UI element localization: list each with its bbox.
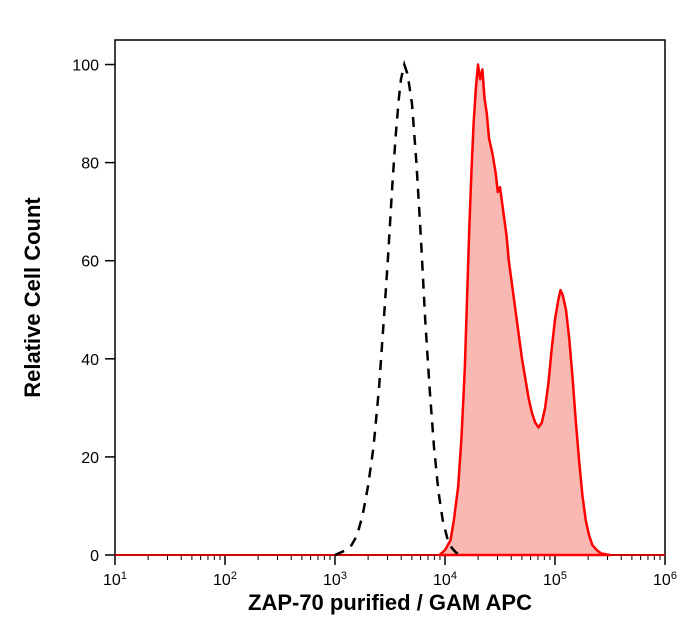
y-tick-label: 60 xyxy=(81,254,99,271)
y-tick-label: 40 xyxy=(81,352,99,369)
y-axis-label: Relative Cell Count xyxy=(20,197,45,398)
plot-border xyxy=(115,40,665,555)
series-control xyxy=(335,65,462,555)
series-stained xyxy=(440,65,611,555)
y-tick-label: 100 xyxy=(72,58,99,75)
x-axis-label: ZAP-70 purified / GAM APC xyxy=(248,590,532,615)
x-tick-label: 106 xyxy=(653,570,677,589)
y-tick-label: 80 xyxy=(81,156,99,173)
flow-cytometry-histogram: 0 20 40 60 80 100 Relative Cell Count 101 102 103… xyxy=(0,0,697,641)
y-tick-label: 20 xyxy=(81,450,99,467)
x-tick-label: 105 xyxy=(543,570,567,589)
x-tick-label: 104 xyxy=(433,570,457,589)
x-tick-label: 103 xyxy=(323,570,347,589)
x-tick-label: 101 xyxy=(103,570,127,589)
chart-svg: 0 20 40 60 80 100 Relative Cell Count 101 102 103… xyxy=(0,0,697,641)
x-tick-label: 102 xyxy=(213,570,237,589)
y-tick-label: 0 xyxy=(90,548,99,565)
